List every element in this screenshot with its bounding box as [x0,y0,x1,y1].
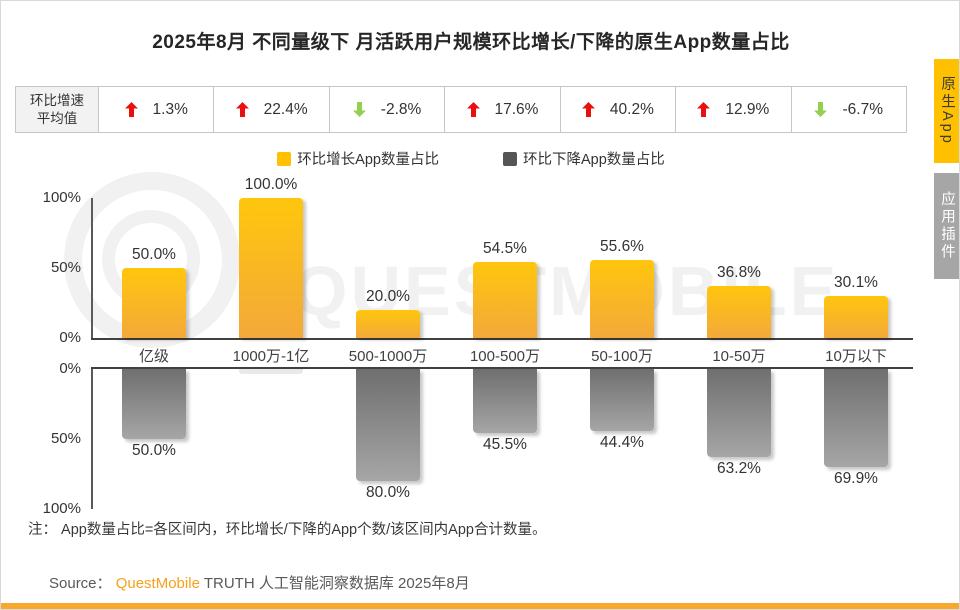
chart-legend: 环比增长App数量占比 环比下降App数量占比 [1,148,941,169]
legend-swatch-icon [503,151,517,166]
stats-bar-cells: 1.3% 22.4% -2.8% 17.6% 40.2% 12.9% -6.7% [99,87,906,132]
arrow-up-icon [235,102,249,117]
category-label: 10-50万 [712,348,766,365]
growth-rate-value: 17.6% [494,100,539,118]
growth-rate-average-bar: 环比增速 平均值 1.3% 22.4% -2.8% 17.6% 40.2% 12.9% -6… [15,86,907,133]
y-axis-line [91,198,93,338]
bar-value-label: 69.9% [834,470,878,487]
arrow-up-icon [466,102,480,117]
growth-bar [707,286,771,338]
bar-value-label: 44.4% [600,434,644,451]
decline-bar [707,369,771,457]
source-brand: QuestMobile [115,575,200,592]
decline-bar [590,369,654,431]
bar-value-label: 80.0% [366,484,410,501]
growth-bar [239,198,303,338]
growth-rate-cell: -2.8% [330,87,446,132]
growth-bar [824,296,888,338]
growth-rate-value: 1.3% [152,100,188,118]
decline-bar [122,369,186,439]
category-axis: 亿级 1000万-1亿 500-1000万 100-500万 50-100万 10-50万… [91,345,913,365]
decline-bar [239,369,303,374]
growth-rate-value: 40.2% [609,100,654,118]
stats-bar-label-line2: 平均值 [36,110,78,126]
y-axis-tick-label: 100% [42,189,81,206]
bar-value-label: 55.6% [600,238,644,255]
growth-bar [122,268,186,338]
bar-value-label: 30.1% [834,274,878,291]
decline-bar [356,369,420,481]
category-label: 10万以下 [825,348,887,365]
legend-item: 环比增长App数量占比 [277,148,439,169]
y-axis-tick-label: 50% [50,259,81,276]
category-label: 亿级 [138,348,169,365]
y-axis-tick-label: 0% [59,329,81,346]
arrow-up-icon [124,102,138,117]
arrow-up-icon [581,102,595,117]
legend-item: 环比下降App数量占比 [503,148,665,169]
bar-value-label: 50.0% [132,246,176,263]
y-axis-tick-label: 100% [42,500,81,517]
stats-bar-label-line1: 环比增速 [30,92,84,108]
growth-rate-cell: 17.6% [445,87,561,132]
y-axis-tick-label: 0% [59,360,81,377]
bar-value-label: 63.2% [717,460,761,477]
growth-rate-cell: 22.4% [214,87,330,132]
x-axis-line [91,338,913,340]
decline-bar [473,369,537,433]
source-line: Source： QuestMobile TRUTH 人工智能洞察数据库 2025… [49,572,470,593]
tab-native-app[interactable]: 原生App [934,59,959,163]
bar-value-label: 54.5% [483,240,527,257]
bar-value-label: 45.5% [483,436,527,453]
growth-rate-cell: 1.3% [99,87,215,132]
decline-bar [824,369,888,467]
bar-value-label: 36.8% [717,264,761,281]
bar-value-label: 50.0% [132,442,176,459]
arrow-down-icon [814,102,828,117]
legend-swatch-icon [277,151,292,166]
x-axis-line [91,367,913,369]
growth-rate-cell: 40.2% [561,87,677,132]
growth-bar [473,262,537,338]
arrow-up-icon [697,102,711,117]
legend-label: 环比增长App数量占比 [297,152,439,168]
legend-label: 环比下降App数量占比 [523,152,665,168]
growth-rate-value: 12.9% [725,100,770,118]
bottom-accent-strip [1,603,959,609]
arrow-down-icon [352,102,366,117]
growth-rate-cell: 12.9% [676,87,792,132]
footnote: 注： App数量占比=各区间内，环比增长/下降的App个数/该区间内App合计数… [28,522,547,538]
growth-rate-value: 22.4% [263,100,308,118]
bar-value-label: 100.0% [244,176,298,193]
category-label: 50-100万 [591,348,653,365]
source-label: Source： [49,575,112,592]
category-label: 500-1000万 [348,348,428,365]
growth-rate-value: -6.7% [842,100,883,118]
source-rest: TRUTH 人工智能洞察数据库 2025年8月 [203,575,470,592]
bar-value-label: 20.0% [366,288,410,305]
growth-rate-value: -2.8% [380,100,422,118]
growth-bar [590,260,654,338]
category-label: 1000万-1亿 [232,348,310,365]
category-label: 100-500万 [469,348,541,365]
decline-bar-chart: 50.0% 80.0% 45.5% 44.4% 63.2% 69.9% 0% 50% 100% [43,360,913,517]
y-axis-tick-label: 50% [50,430,81,447]
growth-bar [356,310,420,338]
y-axis-line [91,369,93,509]
page-title: 2025年8月 不同量级下 月活跃用户规模环比增长/下降的原生App数量占比 [152,32,790,53]
growth-bar-chart: 50.0% 100.0% 20.0% 54.5% 55.6% 36.8% 30.1% 100%… [43,176,913,346]
growth-rate-cell: -6.7% [792,87,906,132]
tab-app-plugin[interactable]: 应用插件 [934,173,959,279]
stats-bar-label: 环比增速 平均值 [16,87,99,132]
